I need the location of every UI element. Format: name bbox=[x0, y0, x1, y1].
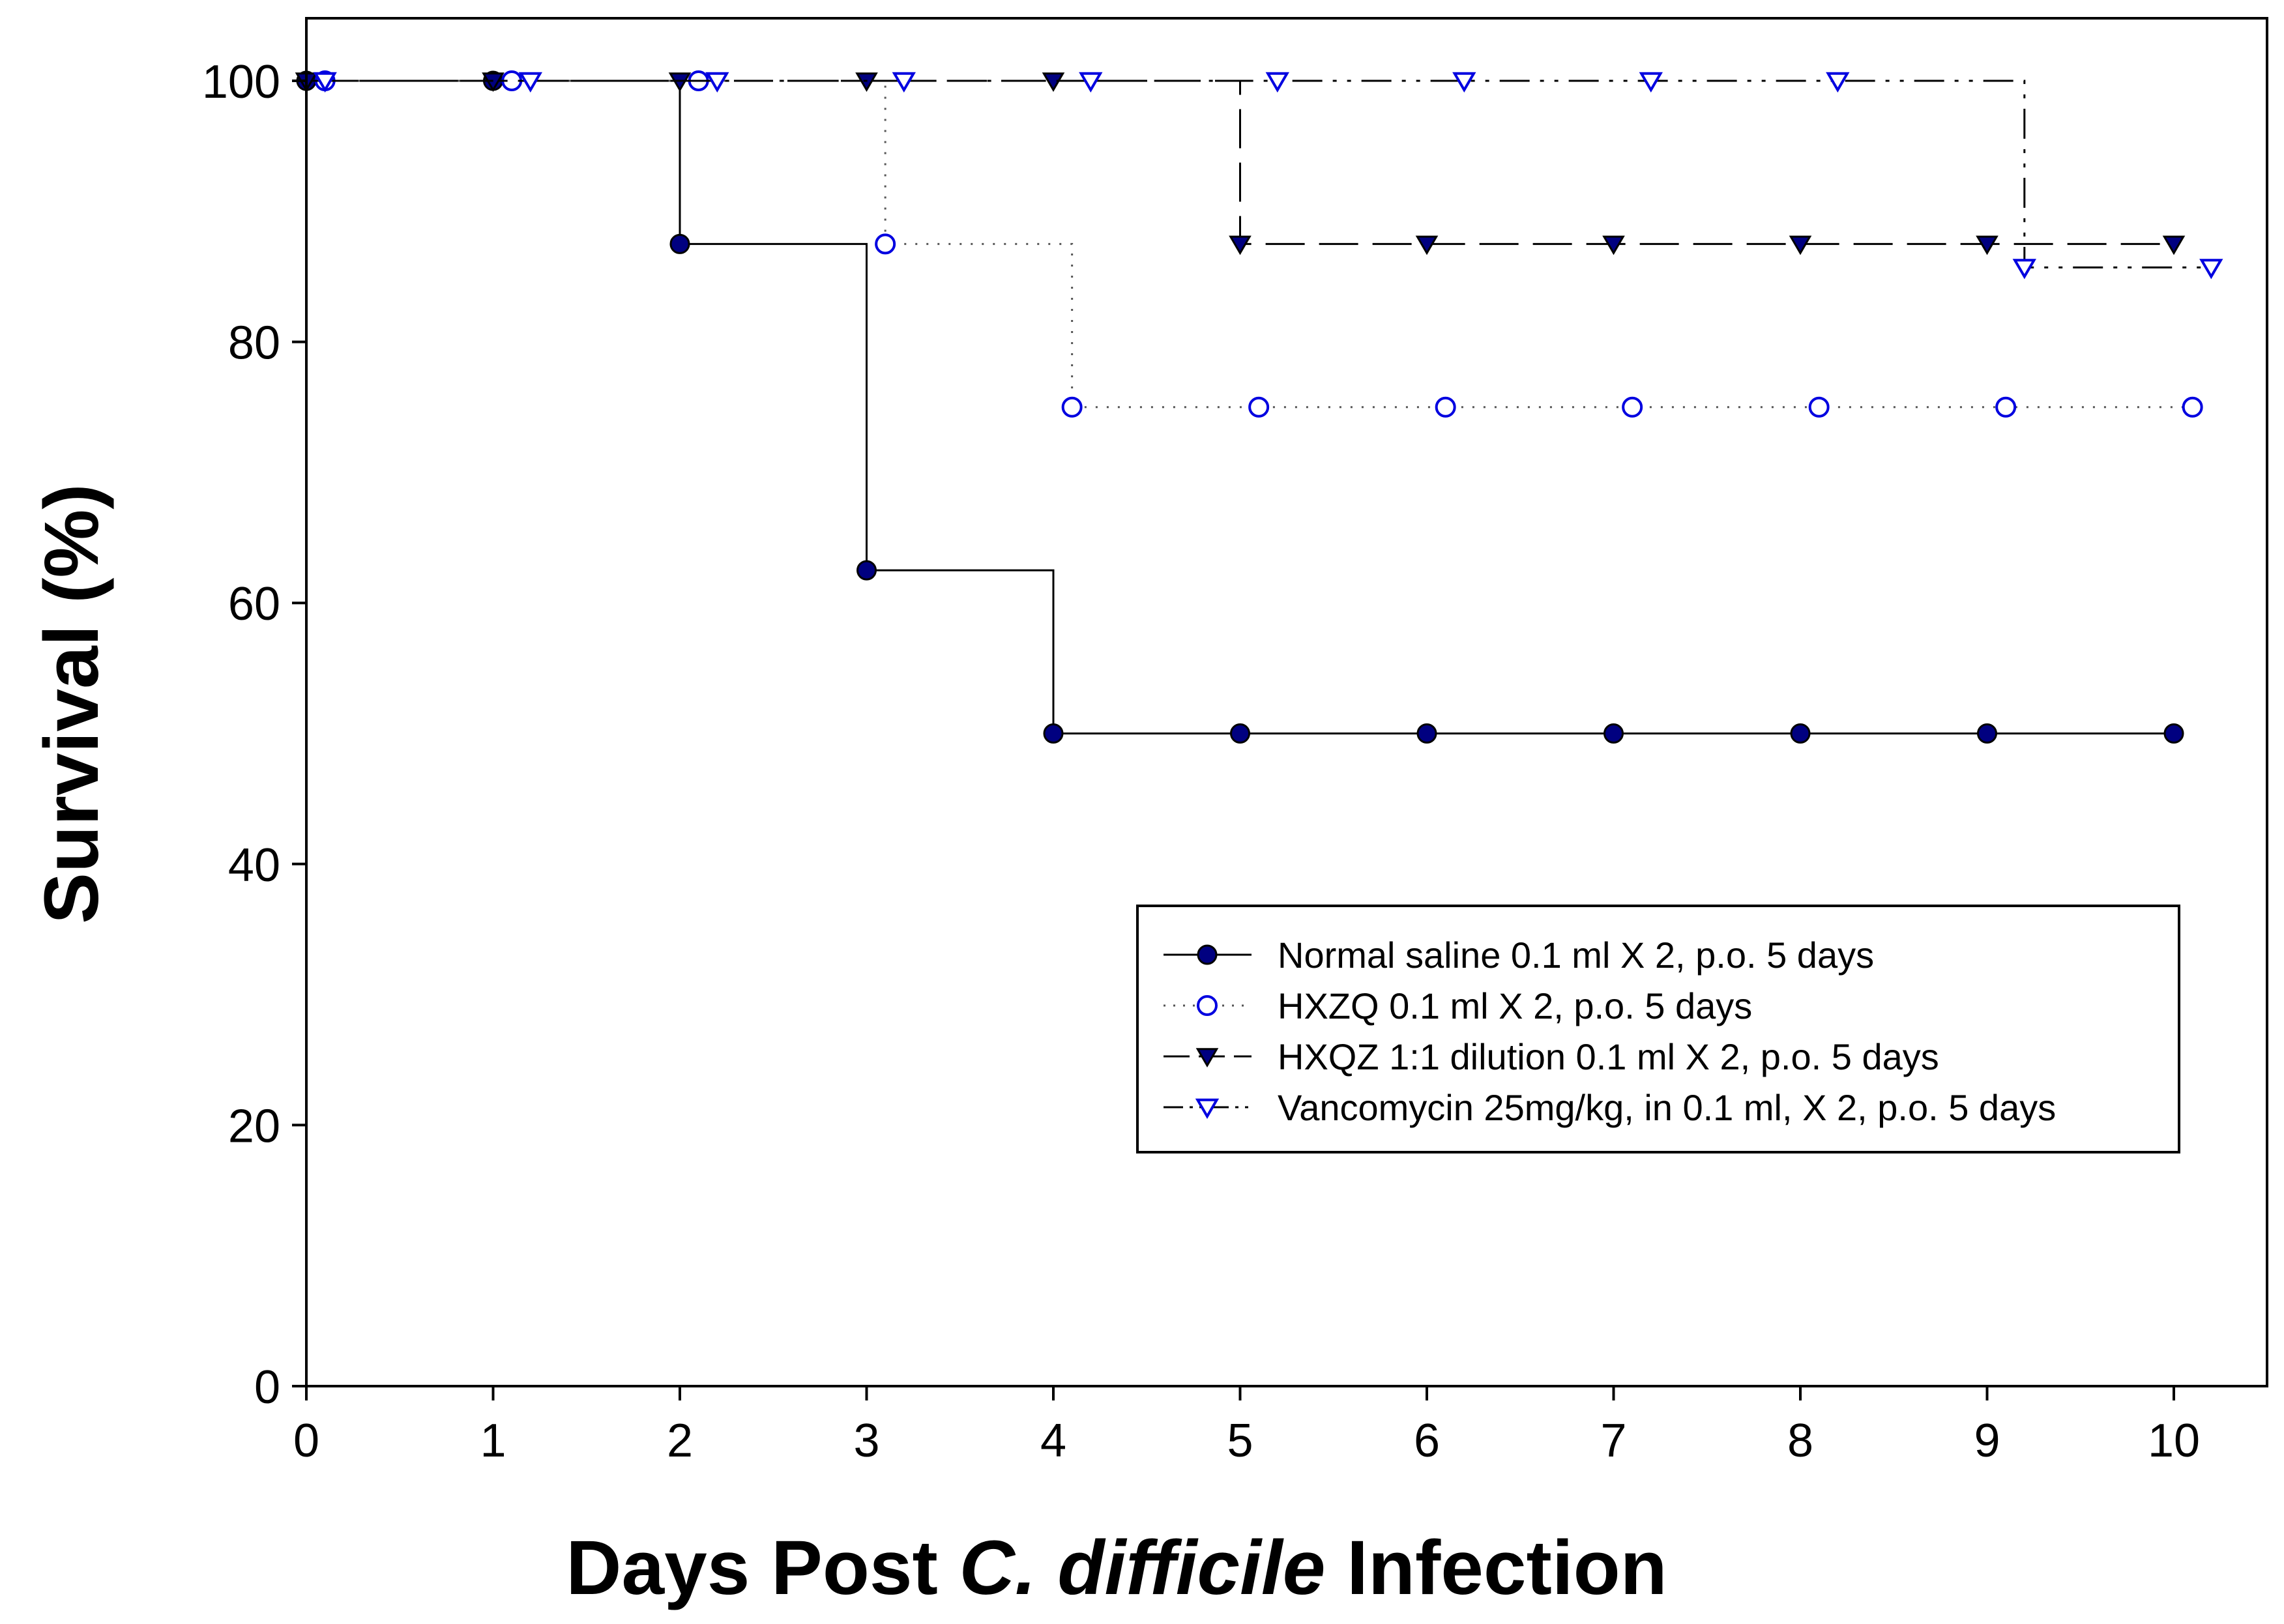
data-point bbox=[1826, 72, 1850, 93]
data-point bbox=[1230, 723, 1250, 744]
x-axis-title: Days Post C. difficile Infection bbox=[566, 1525, 1667, 1611]
data-point bbox=[2162, 235, 2186, 255]
legend-marker bbox=[1197, 944, 1218, 965]
plot-frame bbox=[305, 17, 2268, 1387]
legend-label: Vancomycin 25mg/kg, in 0.1 ml, X 2, p.o.… bbox=[1278, 1087, 2056, 1128]
legend-box bbox=[1136, 905, 2180, 1153]
y-tick-label: 0 bbox=[254, 1361, 280, 1414]
data-point bbox=[1977, 723, 1997, 744]
x-tick-label: 9 bbox=[1974, 1415, 2000, 1467]
x-axis-title-part: Infection bbox=[1325, 1525, 1667, 1611]
data-point bbox=[1435, 396, 1456, 418]
data-point bbox=[2163, 723, 2184, 744]
y-tick-label: 60 bbox=[228, 578, 280, 630]
x-tick-label: 2 bbox=[667, 1415, 693, 1467]
x-tick-label: 1 bbox=[480, 1415, 506, 1467]
x-tick-label: 0 bbox=[293, 1415, 319, 1467]
x-tick-label: 3 bbox=[853, 1415, 879, 1467]
series-line bbox=[325, 80, 2212, 268]
data-point bbox=[1248, 396, 1270, 418]
legend-item-2: HXZQ 0.1 ml X 2, p.o. 5 days bbox=[1164, 985, 1752, 1026]
series-layer bbox=[295, 70, 2223, 744]
x-tick-label: 4 bbox=[1040, 1415, 1066, 1467]
y-tick-label: 100 bbox=[202, 56, 280, 108]
x-axis-title-part: C. difficile bbox=[959, 1525, 1326, 1611]
legend-item-3: HXQZ 1:1 dilution 0.1 ml X 2, p.o. 5 day… bbox=[1164, 1036, 1939, 1077]
data-point bbox=[669, 233, 690, 254]
y-tick-label: 40 bbox=[228, 839, 280, 892]
data-point bbox=[1622, 396, 1643, 418]
data-point bbox=[1790, 723, 1811, 744]
series-1 bbox=[296, 70, 2184, 744]
data-point bbox=[1229, 235, 1252, 255]
x-tick-label: 10 bbox=[2148, 1415, 2200, 1467]
legend-marker bbox=[1195, 1048, 1219, 1067]
y-tick-label: 80 bbox=[228, 317, 280, 370]
legend-label: Normal saline 0.1 ml X 2, p.o. 5 days bbox=[1278, 935, 1874, 976]
y-tick-label: 20 bbox=[228, 1100, 280, 1152]
series-line bbox=[306, 80, 2174, 245]
x-tick-label: 7 bbox=[1600, 1415, 1626, 1467]
data-point bbox=[2199, 259, 2223, 280]
data-point bbox=[313, 72, 337, 93]
data-point bbox=[1265, 72, 1289, 93]
y-axis-title: Survival (%) bbox=[29, 484, 115, 923]
data-point bbox=[2012, 259, 2036, 280]
data-point bbox=[1995, 396, 2017, 418]
data-point bbox=[1639, 72, 1663, 93]
data-point bbox=[705, 72, 729, 93]
data-point bbox=[856, 560, 877, 581]
data-point bbox=[1452, 72, 1476, 93]
x-tick-label: 8 bbox=[1787, 1415, 1813, 1467]
series-4 bbox=[313, 72, 2223, 280]
data-point bbox=[1415, 235, 1439, 255]
data-point bbox=[2182, 396, 2203, 418]
data-point bbox=[1061, 396, 1083, 418]
data-point bbox=[1789, 235, 1812, 255]
x-axis-title-part: Days Post bbox=[566, 1525, 959, 1611]
data-point bbox=[892, 72, 916, 93]
data-point bbox=[518, 72, 542, 93]
legend-item-1: Normal saline 0.1 ml X 2, p.o. 5 days bbox=[1164, 935, 1874, 976]
x-tick-label: 5 bbox=[1227, 1415, 1253, 1467]
legend-label: HXQZ 1:1 dilution 0.1 ml X 2, p.o. 5 day… bbox=[1278, 1036, 1939, 1077]
x-tick-label: 6 bbox=[1414, 1415, 1440, 1467]
series-line bbox=[306, 80, 2174, 734]
data-point bbox=[1976, 235, 1998, 255]
data-point bbox=[1416, 723, 1437, 744]
data-point bbox=[1079, 72, 1103, 93]
legend-marker bbox=[1195, 1098, 1220, 1119]
legend-label: HXZQ 0.1 ml X 2, p.o. 5 days bbox=[1278, 985, 1752, 1026]
data-point bbox=[1603, 723, 1624, 744]
data-point bbox=[1602, 235, 1625, 255]
legend-marker bbox=[1197, 995, 1218, 1016]
data-point bbox=[875, 233, 896, 255]
data-point bbox=[1808, 396, 1830, 418]
legend: Normal saline 0.1 ml X 2, p.o. 5 days HXZ… bbox=[1136, 905, 2180, 1153]
data-point bbox=[1043, 723, 1064, 744]
legend-item-4: Vancomycin 25mg/kg, in 0.1 ml, X 2, p.o.… bbox=[1164, 1087, 2056, 1128]
